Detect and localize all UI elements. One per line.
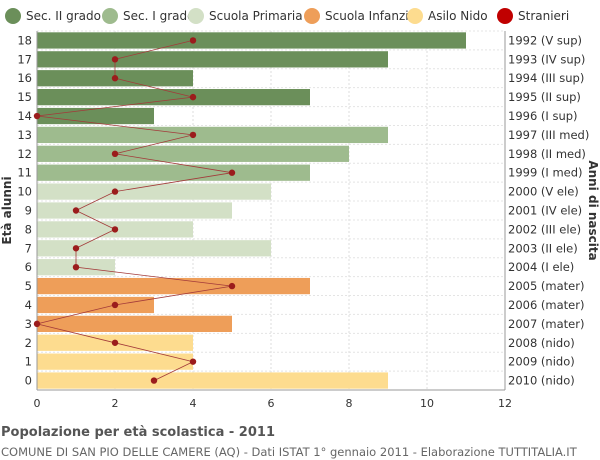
bar (37, 164, 310, 181)
age-tick-label: 9 (25, 204, 32, 218)
stranieri-point (189, 37, 197, 44)
stranieri-point (150, 377, 158, 384)
x-tick-label: 4 (190, 397, 197, 410)
chart-subtitle: COMUNE DI SAN PIO DELLE CAMERE (AQ) - Da… (1, 445, 577, 459)
x-tick-label: 0 (34, 397, 41, 410)
stranieri-point (228, 282, 236, 290)
stranieri-point (228, 169, 236, 176)
bar (37, 240, 271, 257)
bar (37, 32, 466, 49)
bar (37, 296, 154, 314)
stranieri-point (189, 131, 197, 139)
birth-year-label: 1994 (III sup) (508, 71, 584, 85)
stranieri-point (33, 320, 41, 328)
x-tick-label: 10 (420, 397, 434, 410)
stranieri-point (111, 150, 119, 158)
stranieri-point (111, 75, 119, 82)
x-tick-label: 12 (498, 397, 512, 410)
age-tick-label: 11 (17, 166, 32, 180)
birth-year-label: 2010 (nido) (508, 374, 575, 388)
birth-year-label: 2005 (mater) (508, 279, 584, 293)
stranieri-point (72, 263, 80, 271)
birth-year-label: 1996 (I sup) (508, 109, 578, 123)
age-tick-label: 4 (25, 298, 32, 312)
age-tick-label: 7 (25, 241, 32, 255)
stranieri-point (111, 339, 119, 346)
legend-label: Stranieri (518, 9, 569, 23)
birth-year-label: 1999 (I med) (508, 166, 583, 180)
age-tick-label: 6 (25, 260, 32, 274)
y-axis-title-right: Anni di nascita (586, 160, 600, 260)
bar (37, 277, 310, 295)
birth-year-label: 1997 (III med) (508, 128, 589, 142)
age-tick-label: 17 (17, 52, 32, 66)
bar (37, 89, 310, 106)
chart-title: Popolazione per età scolastica - 2011 (1, 425, 275, 440)
legend-marker (5, 8, 21, 24)
bar (37, 107, 154, 125)
bar (37, 183, 271, 200)
age-tick-label: 16 (17, 71, 32, 85)
birth-year-label: 1992 (V sup) (508, 33, 582, 47)
x-tick-label: 8 (346, 397, 353, 410)
birth-year-label: 2007 (mater) (508, 317, 584, 331)
birth-year-label: 2009 (nido) (508, 355, 575, 369)
bar (37, 372, 388, 389)
stranieri-point (72, 245, 80, 252)
age-tick-label: 13 (17, 128, 32, 142)
birth-year-label: 1993 (IV sup) (508, 52, 585, 66)
stranieri-point (111, 188, 119, 195)
legend-label: Sec. II grado (26, 9, 101, 23)
legend-marker (102, 8, 118, 24)
bar (37, 145, 349, 162)
birth-year-label: 1998 (II med) (508, 147, 586, 161)
stranieri-point (111, 56, 119, 63)
birth-year-label: 2006 (mater) (508, 298, 584, 312)
legend-label: Scuola Infanzia (325, 9, 416, 23)
age-tick-label: 18 (17, 33, 32, 47)
age-tick-label: 10 (17, 185, 32, 199)
birth-year-label: 2003 (II ele) (508, 241, 578, 255)
age-tick-label: 12 (17, 147, 32, 161)
age-tick-label: 14 (17, 109, 32, 123)
birth-year-label: 2004 (I ele) (508, 260, 574, 274)
age-tick-label: 3 (25, 317, 32, 331)
bar (37, 126, 388, 144)
y-axis-title-left: Età alunni (0, 176, 14, 244)
bar (37, 353, 193, 370)
legend-label: Sec. I grado (123, 9, 194, 23)
bar (37, 51, 388, 68)
legend-label: Scuola Primaria (209, 9, 303, 23)
stranieri-point (72, 207, 80, 214)
birth-year-label: 2002 (III ele) (508, 222, 581, 236)
legend-marker (304, 8, 320, 24)
legend-label: Asilo Nido (428, 9, 488, 23)
age-tick-label: 1 (25, 355, 32, 369)
legend-marker (188, 8, 204, 24)
stranieri-point (33, 112, 41, 120)
legend-marker (497, 8, 513, 24)
age-tick-label: 8 (25, 222, 32, 236)
x-tick-label: 2 (112, 397, 119, 410)
stranieri-point (111, 226, 119, 233)
birth-year-label: 2008 (nido) (508, 336, 575, 350)
stranieri-point (189, 358, 197, 365)
stranieri-point (111, 301, 119, 309)
legend-marker (407, 8, 423, 24)
stranieri-point (189, 93, 197, 101)
age-tick-label: 5 (25, 279, 32, 293)
age-tick-label: 15 (17, 90, 32, 104)
bar (37, 202, 232, 219)
age-tick-label: 0 (25, 374, 32, 388)
birth-year-label: 1995 (II sup) (508, 90, 581, 104)
bar (37, 315, 232, 332)
x-tick-label: 6 (268, 397, 275, 410)
birth-year-label: 2001 (IV ele) (508, 204, 582, 218)
age-tick-label: 2 (25, 336, 32, 350)
birth-year-label: 2000 (V ele) (508, 185, 579, 199)
